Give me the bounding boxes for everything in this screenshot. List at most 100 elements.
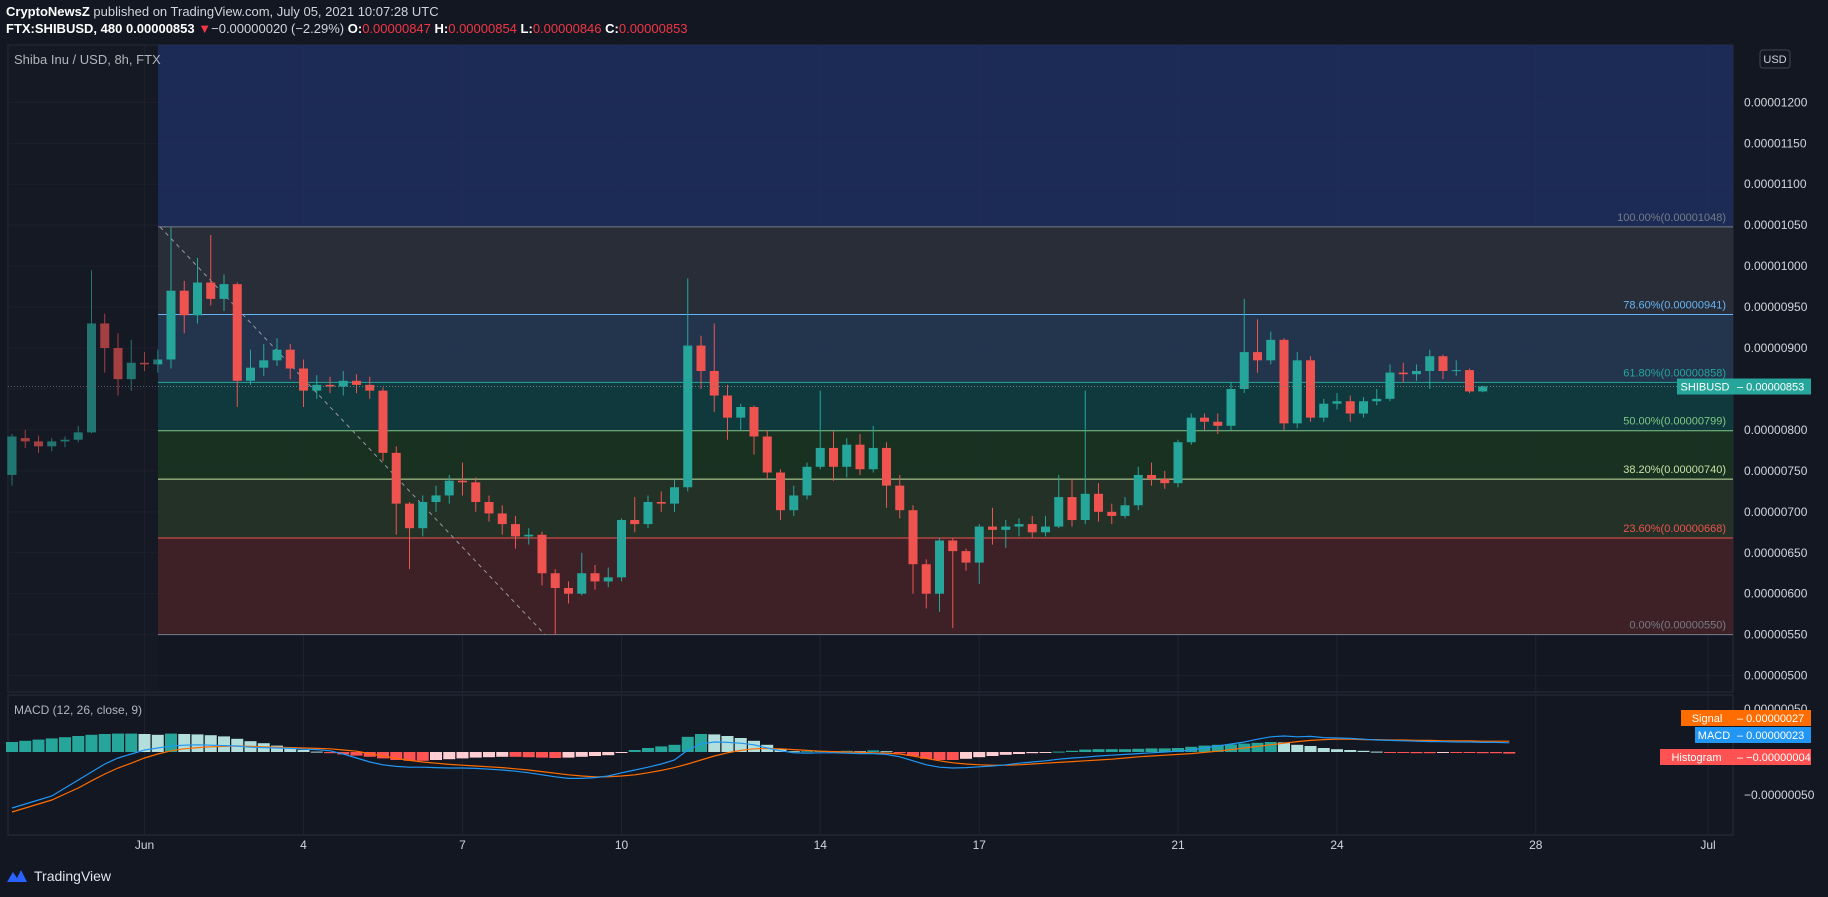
histogram-bar — [1119, 749, 1131, 752]
published-text: published on TradingView.com, July 05, 2… — [93, 4, 439, 19]
histogram-bar — [708, 734, 721, 752]
candle-body — [1147, 474, 1156, 480]
histogram-bar — [59, 737, 71, 752]
candle-body — [855, 444, 865, 470]
fib-level-label: 61.80%(0.00000858) — [1623, 367, 1726, 379]
histogram-bar — [1092, 749, 1105, 752]
footer-brand[interactable]: TradingView — [6, 868, 111, 884]
fib-band — [158, 430, 1733, 480]
signal-line — [11, 738, 1510, 813]
candle-body — [868, 447, 878, 470]
chart-title: Shiba Inu / USD, 8h, FTX — [14, 52, 161, 67]
histogram-bar — [1251, 742, 1264, 752]
candle-body — [206, 282, 216, 299]
histogram-bar — [549, 752, 562, 758]
candle-body — [749, 406, 759, 437]
histogram-bar — [1357, 750, 1370, 752]
fib-level-label: 38.20%(0.00000740) — [1623, 464, 1726, 476]
histogram-bar — [787, 751, 800, 753]
histogram-bar — [138, 734, 151, 752]
publish-line: CryptoNewsZ published on TradingView.com… — [6, 4, 439, 19]
fib-band — [158, 382, 1733, 431]
candle-body — [670, 487, 679, 504]
candle-body — [1054, 497, 1064, 527]
histogram-bar — [642, 748, 654, 752]
candle-body — [484, 501, 494, 514]
histogram-bar — [960, 752, 972, 759]
candle-body — [60, 439, 70, 442]
candle-body — [1094, 493, 1103, 512]
candle-body — [140, 362, 149, 365]
macd-badge-name: Signal — [1692, 713, 1723, 725]
candle-body — [179, 290, 189, 316]
macd-y-tick-label: −0.00000050 — [1744, 788, 1815, 802]
histogram-bar — [350, 752, 363, 756]
high-label: H: — [434, 21, 449, 36]
histogram-bar — [1463, 752, 1476, 753]
candle-body — [815, 447, 825, 467]
histogram-bar — [1225, 744, 1237, 752]
histogram-bar — [602, 752, 615, 756]
candle-body — [1226, 388, 1236, 426]
candle-body — [219, 284, 229, 299]
candle-body — [1412, 370, 1421, 375]
candle-body — [603, 577, 613, 582]
candle-body — [1319, 403, 1329, 418]
candle-body — [1186, 417, 1196, 443]
y-tick-label: 0.00000800 — [1744, 423, 1808, 437]
candle-body — [431, 495, 441, 502]
candle-body — [842, 444, 852, 467]
y-tick-label: 0.00000550 — [1744, 628, 1808, 642]
open-label: O: — [347, 21, 363, 36]
high-value: 0.00000854 — [448, 21, 517, 36]
candle-body — [299, 368, 308, 391]
histogram-bar — [496, 752, 509, 757]
candle-body — [471, 482, 481, 502]
macd-badge-value: – −0.00000004 — [1737, 752, 1811, 764]
candle-body — [908, 510, 918, 565]
symbol-tag — [1677, 378, 1733, 395]
histogram-bar — [867, 750, 880, 752]
candle-body — [1279, 339, 1289, 424]
histogram-bar — [1331, 749, 1343, 752]
candle-body — [1213, 421, 1223, 426]
histogram-bar — [1211, 744, 1224, 752]
candle-body — [259, 360, 269, 368]
candle-body — [1080, 493, 1090, 521]
candle-body — [458, 480, 467, 483]
candle-body — [550, 573, 560, 588]
histogram-bar — [6, 742, 18, 752]
macd-badge-name: Histogram — [1671, 752, 1721, 764]
fib-level-label: 0.00%(0.00000550) — [1629, 620, 1726, 632]
histogram-bar — [178, 734, 191, 752]
histogram-bar — [218, 736, 230, 752]
candle-body — [630, 520, 640, 525]
candle-body — [776, 472, 785, 511]
histogram-bar — [1145, 748, 1158, 752]
publisher-name[interactable]: CryptoNewsZ — [6, 4, 90, 19]
histogram-bar — [536, 752, 548, 758]
candle-body — [378, 390, 388, 453]
y-tick-label: 0.00000750 — [1744, 464, 1808, 478]
histogram-bar — [734, 738, 747, 752]
y-tick-label: 0.00000900 — [1744, 341, 1808, 355]
candle-body — [34, 441, 43, 447]
candle-body — [1398, 372, 1408, 375]
histogram-bar — [469, 752, 482, 758]
candle-body — [7, 436, 17, 475]
y-tick-label: 0.00001000 — [1744, 259, 1808, 273]
candle-body — [723, 395, 732, 418]
histogram-bar — [933, 752, 946, 760]
histogram-bar — [1410, 752, 1423, 754]
candle-body — [617, 520, 626, 578]
price-change: −0.00000020 (−2.29%) — [211, 21, 345, 36]
histogram-bar — [297, 750, 310, 752]
histogram-bar — [1132, 748, 1145, 752]
currency-badge-label: USD — [1763, 54, 1786, 66]
histogram-bar — [973, 752, 986, 758]
candle-body — [1041, 526, 1050, 533]
macd-line — [11, 735, 1510, 809]
histogram-bar — [801, 751, 813, 753]
candle-body — [1385, 372, 1395, 399]
